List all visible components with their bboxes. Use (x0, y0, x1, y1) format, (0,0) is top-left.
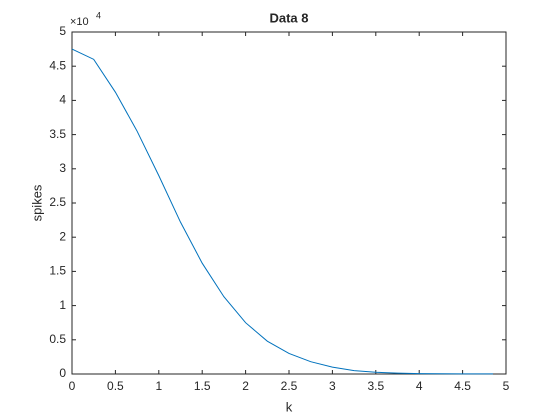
y-exponent: 4 (96, 10, 101, 20)
x-tick-label: 4.5 (454, 379, 471, 393)
x-tick-label: 2 (242, 379, 249, 393)
plot-box (71, 31, 507, 375)
y-tick-label: 2.5 (49, 195, 66, 209)
x-tick-label: 0 (69, 379, 76, 393)
x-axis-label: k (286, 399, 293, 414)
y-tick-label: 3 (59, 161, 66, 175)
chart-title: Data 8 (269, 10, 308, 25)
y-tick-label: 1.5 (49, 264, 66, 278)
y-tick-label: 0.5 (49, 332, 66, 346)
x-tick-label: 4 (416, 379, 423, 393)
y-tick-label: 2 (59, 229, 66, 243)
x-tick-label: 1.5 (194, 379, 211, 393)
y-multiplier: ×10 (70, 16, 89, 28)
x-tick-label: 3.5 (367, 379, 384, 393)
x-tick-label: 3 (329, 379, 336, 393)
y-tick-label: 1 (59, 298, 66, 312)
y-tick-label: 4.5 (49, 58, 66, 72)
y-tick-label: 3.5 (49, 127, 66, 141)
y-tick-label: 5 (59, 24, 66, 38)
y-tick-label: 0 (59, 366, 66, 380)
y-axis-label: spikes (29, 184, 44, 221)
y-tick-label: 4 (59, 93, 66, 107)
x-tick-label: 2.5 (281, 379, 298, 393)
x-tick-label: 5 (503, 379, 510, 393)
x-tick-label: 0.5 (107, 379, 124, 393)
x-tick-label: 1 (155, 379, 162, 393)
data-line (71, 48, 493, 375)
